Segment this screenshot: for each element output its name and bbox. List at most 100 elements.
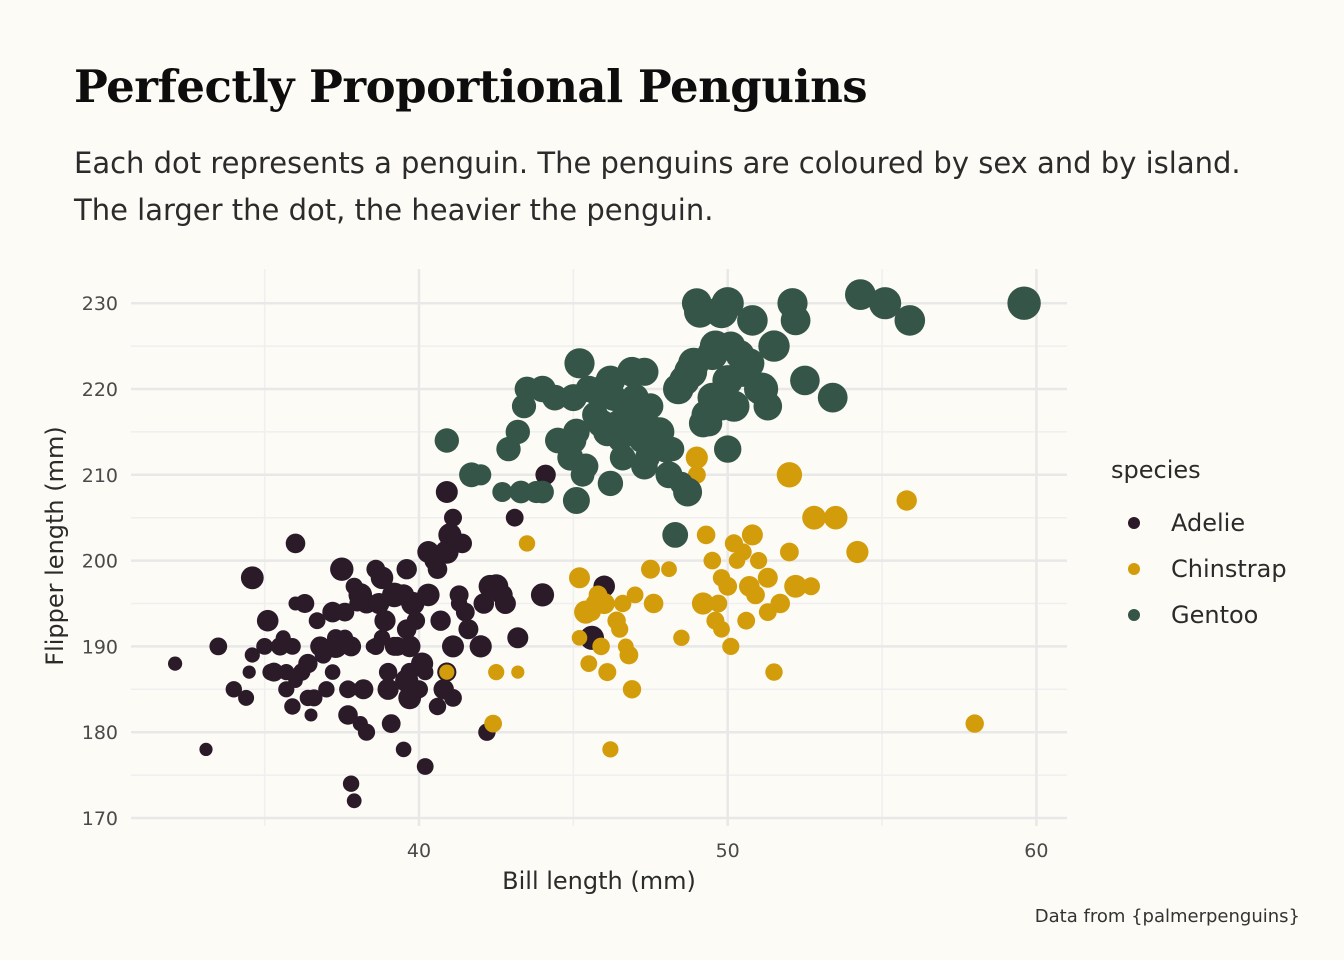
point-adelie [449,585,469,605]
x-tick-label: 60 [1024,840,1048,862]
point-adelie [396,559,417,580]
point-adelie [338,705,358,725]
legend-label-gentoo: Gentoo [1171,601,1258,629]
point-chinstrap [571,630,588,646]
point-adelie [298,653,318,674]
point-chinstrap [728,552,746,569]
point-gentoo [711,287,744,320]
point-gentoo [758,330,790,362]
point-adelie [318,681,335,698]
point-adelie [209,637,228,656]
point-adelie [377,678,399,700]
point-chinstrap [488,664,505,681]
point-adelie [374,610,396,632]
point-adelie [469,635,492,658]
point-chinstrap [709,594,728,613]
point-gentoo [707,391,736,421]
point-adelie [367,637,385,656]
y-tick-label: 210 [82,465,118,487]
point-chinstrap [784,574,807,598]
point-adelie [395,741,412,758]
y-tick-label: 220 [82,379,118,401]
point-adelie [278,664,295,681]
point-chinstrap [574,600,598,624]
point-adelie [381,714,401,733]
point-chinstrap [691,592,715,615]
point-gentoo [562,487,590,514]
point-chinstrap [611,620,629,638]
point-chinstrap [757,567,778,588]
point-adelie [378,662,398,682]
point-adelie [264,662,284,682]
point-chinstrap [741,524,763,546]
point-adelie [442,635,464,658]
point-gentoo [744,374,774,404]
point-adelie [310,636,331,657]
grid-major [131,269,1067,826]
x-axis-title: Bill length (mm) [502,867,696,895]
point-chinstrap [765,663,783,681]
point-chinstrap [780,542,799,562]
point-adelie [478,574,502,598]
chart-title: Perfectly Proportional Penguins [74,60,868,113]
point-gentoo [597,470,624,497]
point-chinstrap [511,665,525,679]
point-gentoo [712,365,743,396]
point-adelie [406,611,426,630]
point-chinstrap [896,490,917,511]
point-gentoo [509,480,533,504]
point-adelie [304,708,318,722]
point-gentoo [662,522,689,548]
point-gentoo [737,305,768,336]
point-chinstrap [802,577,820,596]
point-gentoo [434,428,459,453]
point-chinstrap [614,594,632,613]
point-adelie [400,662,419,682]
point-adelie [458,619,479,640]
point-adelie [444,689,462,707]
point-adelie [410,680,428,699]
point-adelie [417,541,440,563]
point-adelie [398,635,421,658]
point-adelie [427,559,448,579]
point-adelie [473,593,495,614]
point-chinstrap [592,637,610,656]
point-gentoo [734,348,765,379]
point-adelie [357,723,376,741]
point-chinstrap [626,586,644,604]
point-gentoo [845,279,876,310]
y-tick-label: 230 [82,293,118,315]
y-axis-title: Flipper length (mm) [41,426,69,665]
point-adelie [435,481,458,503]
y-tick-label: 170 [82,808,118,830]
point-adelie [384,636,404,656]
point-gentoo [631,452,658,480]
y-tick-labels: 170 180 190 200 210 220 230 [82,293,118,830]
point-chinstrap [602,741,619,758]
point-chinstrap [661,561,677,578]
point-adelie [535,464,556,485]
point-gentoo [559,384,587,412]
y-tick-label: 200 [82,551,118,573]
data-points [168,279,1041,809]
point-gentoo [531,480,554,504]
point-chinstrap [770,593,790,614]
point-gentoo [589,374,619,404]
point-adelie [370,566,394,590]
point-gentoo [817,382,848,413]
point-adelie [438,523,462,547]
y-tick-label: 180 [82,722,118,744]
point-gentoo [869,287,902,320]
point-chinstrap [802,505,826,530]
point-chinstrap [722,637,740,656]
point-chinstrap [643,593,664,614]
point-chinstrap [598,663,616,681]
point-adelie [417,583,440,607]
point-adelie [305,689,323,707]
point-adelie [285,533,306,554]
point-adelie [225,681,242,698]
point-gentoo [470,464,492,486]
point-chinstrap [518,535,536,552]
point-chinstrap [713,620,730,638]
